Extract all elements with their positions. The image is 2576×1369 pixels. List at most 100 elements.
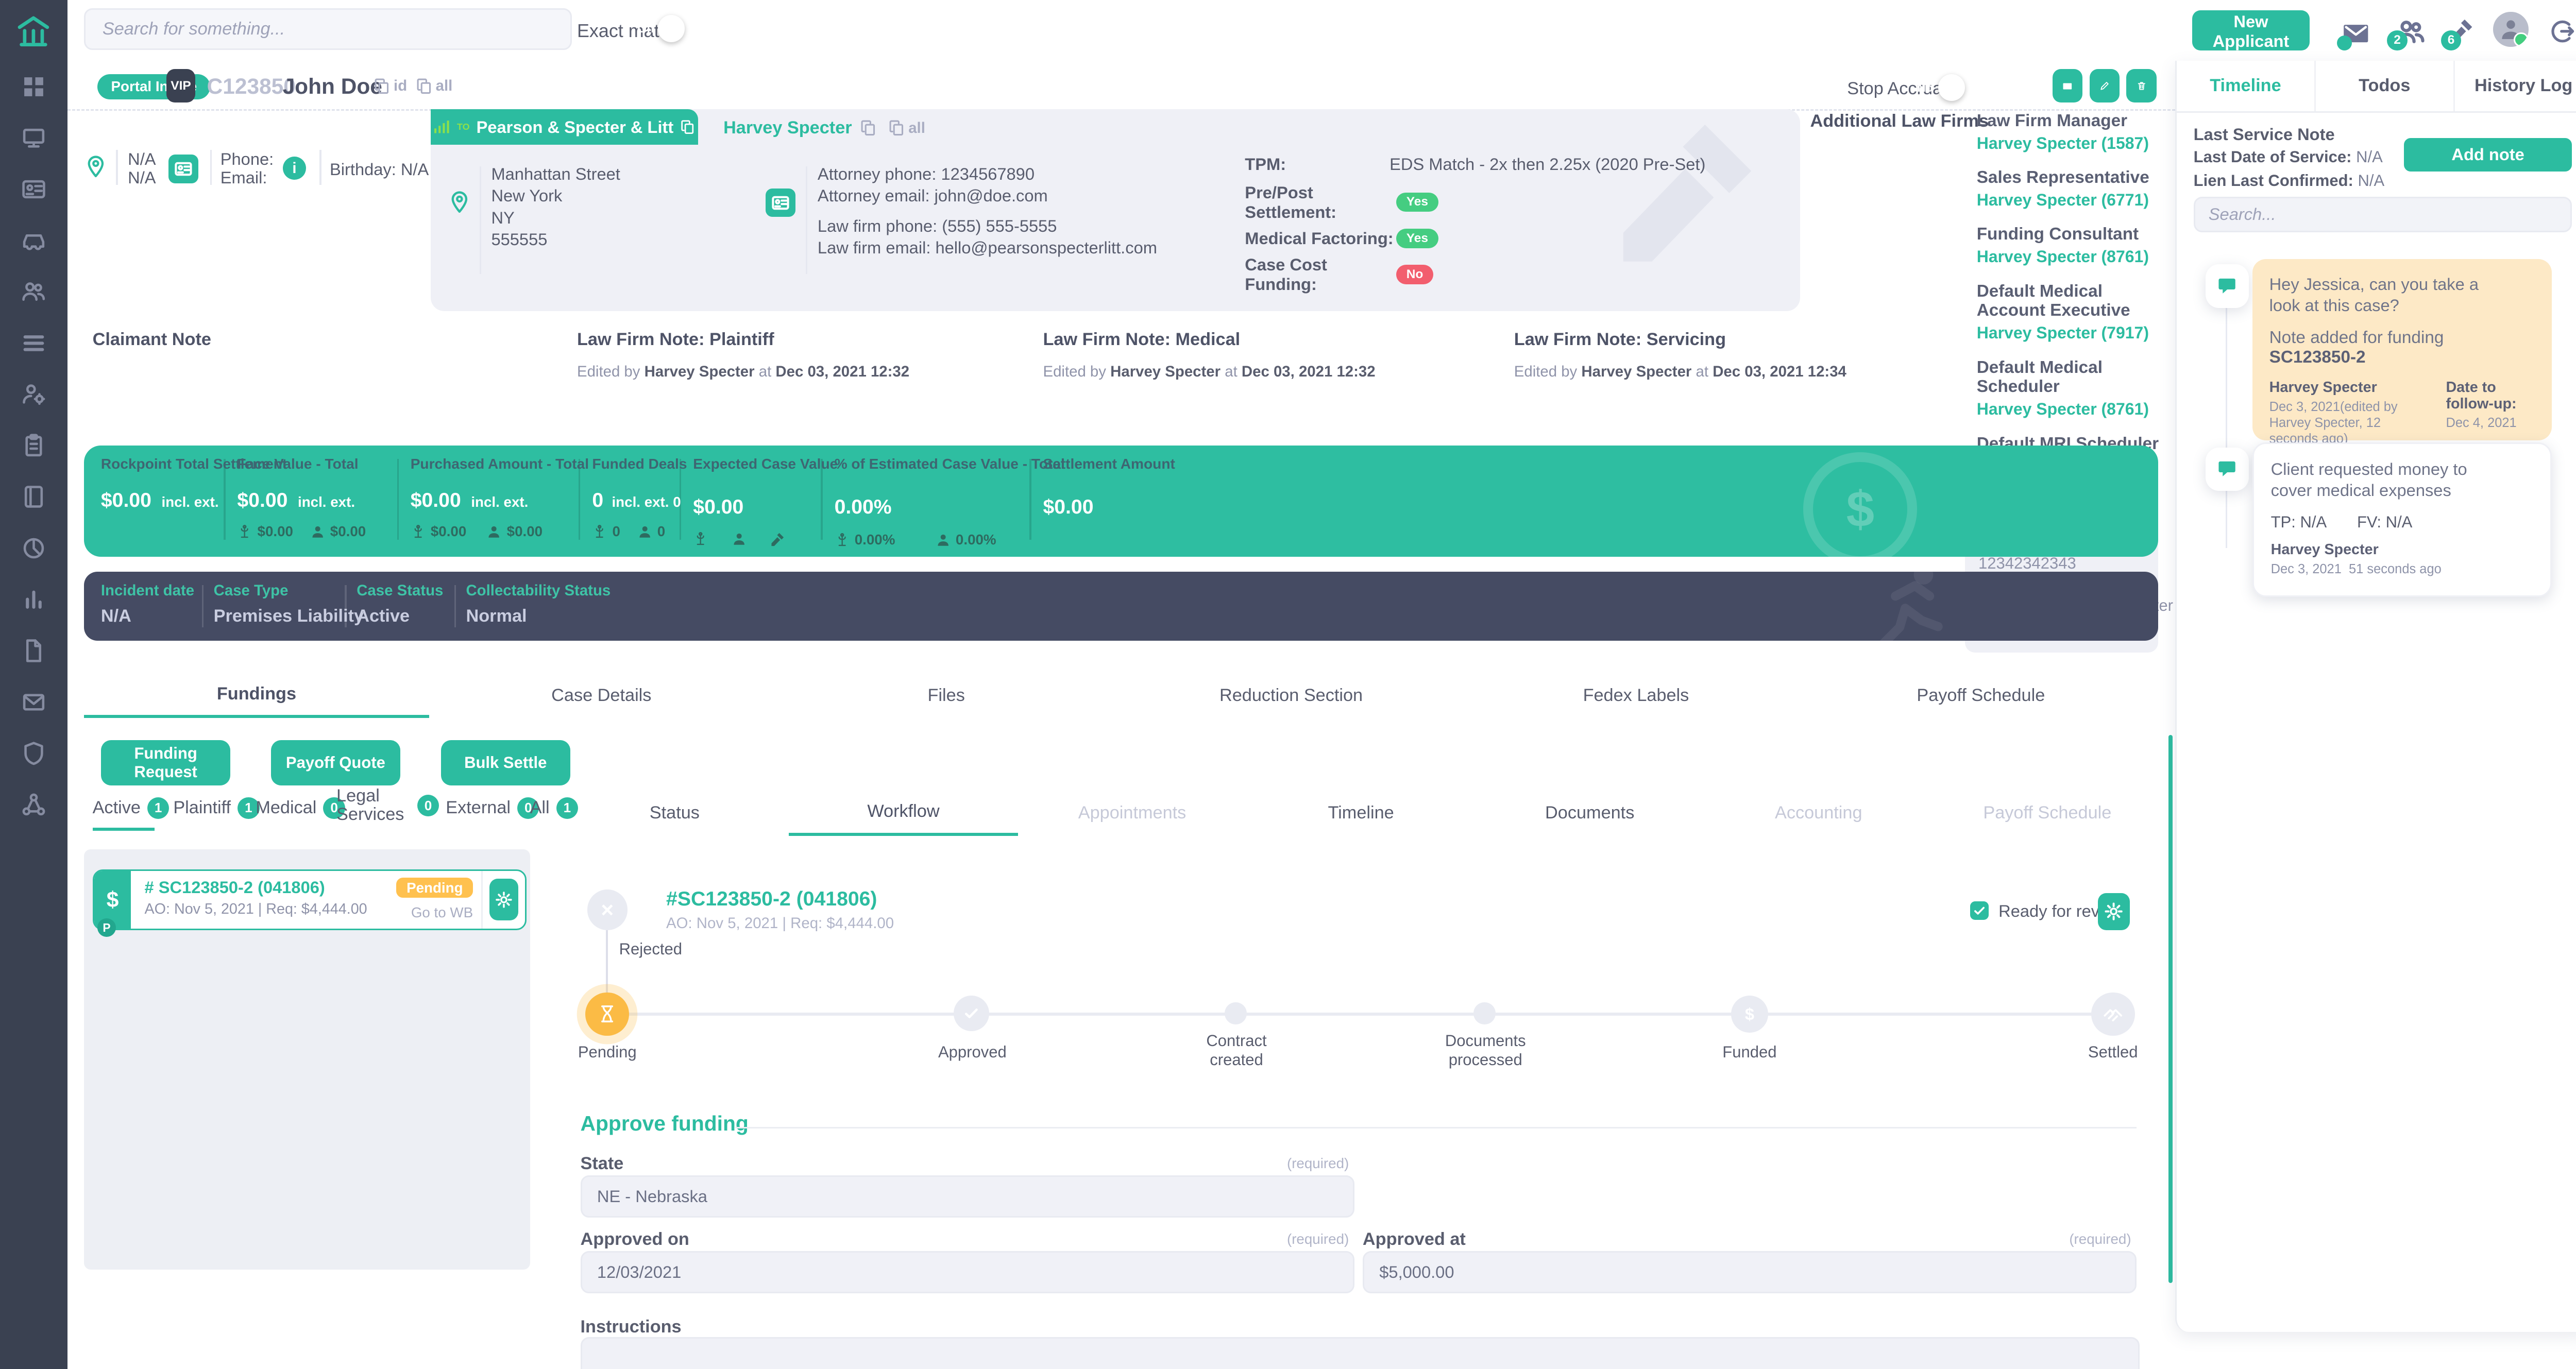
note2-text: Client requested money to cover medical …: [2270, 459, 2467, 500]
case-cost-label: Case Cost Funding:: [1245, 254, 1327, 294]
tab-files[interactable]: Files: [927, 685, 965, 705]
funding-card[interactable]: $ P # SC123850-2 (041806) AO: Nov 5, 202…: [92, 869, 527, 937]
main-scrollbar[interactable]: [2168, 734, 2173, 1284]
file-icon[interactable]: [21, 638, 46, 663]
bulk-settle-button[interactable]: Bulk Settle: [440, 740, 570, 785]
timeline-note-2[interactable]: Client requested money to cover medical …: [2252, 442, 2552, 597]
avatar[interactable]: [2493, 11, 2529, 47]
network-icon[interactable]: [21, 792, 46, 817]
timeline-search-input[interactable]: [2193, 197, 2572, 232]
users-icon[interactable]: [21, 279, 46, 304]
funding-request-button[interactable]: Funding Request: [100, 740, 231, 785]
filter-medical[interactable]: Medical 0: [256, 797, 345, 819]
case-cost-badge: No: [1396, 265, 1433, 284]
tab-accounting[interactable]: Accounting: [1775, 803, 1862, 823]
vehicle-icon[interactable]: [21, 228, 46, 253]
filter-plaintiff[interactable]: Plaintiff 1: [173, 797, 260, 819]
step-contract-node[interactable]: [1225, 1002, 1247, 1024]
funding-card-id[interactable]: # SC123850-2 (041806): [144, 878, 325, 897]
user-settings-icon[interactable]: [21, 382, 46, 407]
email-case-button[interactable]: [2052, 69, 2083, 103]
contact-name-link[interactable]: Harvey Specter (6771): [1976, 191, 2149, 209]
bar-chart-icon[interactable]: [21, 587, 46, 612]
copy-attorney-all-button[interactable]: all: [888, 119, 925, 137]
list-icon[interactable]: [21, 331, 46, 356]
filter-all[interactable]: All 1: [530, 797, 579, 819]
search-input[interactable]: [84, 8, 572, 50]
contacts-card-icon[interactable]: [21, 177, 46, 202]
signal-icon: [433, 118, 450, 135]
app-logo[interactable]: [13, 12, 54, 52]
tab-payoff-schedule-sub[interactable]: Payoff Schedule: [1983, 803, 2112, 823]
step-documents-node[interactable]: [1473, 1002, 1496, 1024]
lawfirm-icon[interactable]: 6: [2441, 17, 2478, 50]
dollar-watermark-icon: $: [1803, 452, 1918, 557]
medical-icon: [835, 533, 850, 547]
copy-firm-icon[interactable]: [680, 119, 695, 134]
tpm-value: EDS Match - 2x then 2.25x (2020 Pre-Set): [1389, 155, 1706, 174]
contact-name-link[interactable]: Harvey Specter (1587): [1976, 133, 2149, 152]
monitor-icon[interactable]: [21, 125, 46, 150]
copy-id-button[interactable]: id: [374, 77, 407, 95]
new-applicant-button[interactable]: New Applicant: [2192, 10, 2310, 50]
logout-icon[interactable]: [2547, 17, 2576, 46]
messages-icon[interactable]: [2336, 19, 2370, 50]
add-note-button[interactable]: Add note: [2403, 138, 2572, 172]
contact-name-link[interactable]: Harvey Specter (8761): [1976, 400, 2149, 419]
payoff-quote-button[interactable]: Payoff Quote: [270, 740, 401, 785]
clients-icon[interactable]: 2: [2387, 17, 2426, 50]
funding-card-meta: AO: Nov 5, 2021 | Req: $4,444.00: [144, 900, 367, 917]
clipboard-icon[interactable]: [21, 433, 46, 458]
rejected-node: ×: [587, 889, 628, 930]
state-label: State: [580, 1153, 624, 1173]
tab-payoff-schedule[interactable]: Payoff Schedule: [1917, 685, 2045, 705]
step-settled-node[interactable]: [2091, 992, 2135, 1036]
funding-card-gear-button[interactable]: [489, 878, 518, 921]
approved-on-input[interactable]: [580, 1251, 1354, 1293]
state-input[interactable]: [580, 1175, 1354, 1218]
ready-for-review-checkbox[interactable]: [1970, 901, 1989, 920]
copy-attorney-icon[interactable]: [860, 119, 877, 136]
instructions-textarea[interactable]: [580, 1337, 2140, 1369]
timeline-note-1[interactable]: Hey Jessica, can you take a look at this…: [2252, 259, 2552, 446]
book-icon[interactable]: [21, 484, 46, 509]
tab-fedex-labels[interactable]: Fedex Labels: [1583, 685, 1689, 705]
rtab-todos[interactable]: Todos: [2316, 60, 2455, 111]
step-approved-node[interactable]: [954, 996, 989, 1031]
copy-all-button[interactable]: all: [416, 77, 452, 95]
tab-timeline[interactable]: Timeline: [1328, 803, 1394, 823]
stepper-line: [607, 1012, 2113, 1016]
tab-status[interactable]: Status: [649, 803, 700, 823]
attorney-name[interactable]: Harvey Specter: [723, 117, 852, 138]
comment-icon: [2217, 459, 2237, 479]
additional-law-firms-label: Additional Law Firms: [1810, 111, 1989, 131]
filter-active[interactable]: Active 1: [93, 797, 170, 819]
workflow-funding-id[interactable]: #SC123850-2 (041806): [666, 888, 877, 911]
dashboard-icon[interactable]: [21, 74, 46, 99]
filter-external[interactable]: External 0: [446, 797, 539, 819]
tab-workflow[interactable]: Workflow: [789, 791, 1018, 836]
tab-fundings[interactable]: Fundings: [84, 673, 429, 718]
tab-reduction-section[interactable]: Reduction Section: [1219, 685, 1363, 705]
pie-chart-icon[interactable]: [21, 536, 46, 561]
law-firm-tab[interactable]: TO Pearson & Specter & Litt: [430, 109, 699, 145]
left-sidebar: [0, 0, 67, 1369]
tab-case-details[interactable]: Case Details: [551, 685, 652, 705]
lf-note-servicing-edited: Edited by Harvey Specter at Dec 03, 2021…: [1514, 363, 1846, 381]
contact-name-link[interactable]: Harvey Specter (8761): [1976, 247, 2149, 266]
tab-appointments[interactable]: Appointments: [1078, 803, 1187, 823]
workflow-gear-button[interactable]: [2097, 893, 2130, 930]
step-funded-node[interactable]: $: [1731, 996, 1768, 1033]
rtab-history-log[interactable]: History Log: [2474, 76, 2573, 96]
edit-case-button[interactable]: [2089, 69, 2120, 103]
step-pending-node[interactable]: [585, 992, 630, 1036]
filter-legal-services[interactable]: Legal Services 0: [336, 786, 439, 824]
rtab-timeline[interactable]: Timeline: [2177, 60, 2316, 111]
mail-icon[interactable]: [21, 690, 46, 715]
contact-name-link[interactable]: Harvey Specter (7917): [1976, 323, 2149, 343]
delete-case-button[interactable]: [2126, 69, 2157, 103]
approved-at-input[interactable]: [1362, 1251, 2137, 1293]
go-to-wb-link[interactable]: Go to WB: [411, 904, 473, 921]
tab-documents[interactable]: Documents: [1545, 803, 1635, 823]
shield-icon[interactable]: [21, 741, 46, 766]
